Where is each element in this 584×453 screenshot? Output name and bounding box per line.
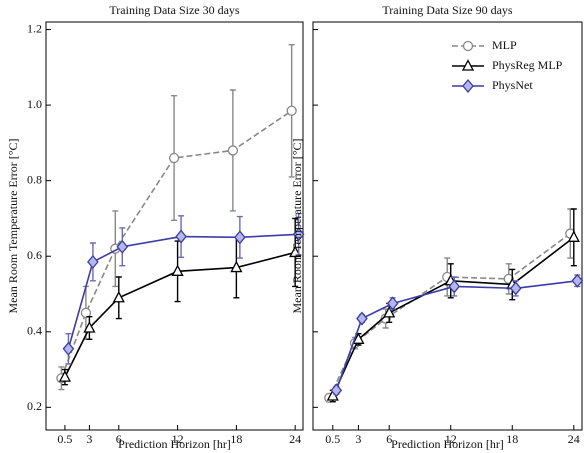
marker	[80, 307, 92, 319]
x-tick-label: 24	[289, 432, 301, 446]
series	[56, 43, 297, 391]
series	[324, 208, 576, 404]
x-tick-label: 24	[568, 432, 580, 446]
legend-marker	[461, 59, 475, 71]
marker	[112, 290, 125, 303]
marker	[116, 239, 129, 254]
x-tick-label: 6	[386, 432, 392, 446]
marker	[386, 296, 399, 311]
marker	[168, 152, 180, 164]
y-tick-label: 1.2	[27, 21, 42, 35]
marker	[352, 332, 365, 344]
x-tick-label: 3	[355, 432, 361, 446]
x-tick-label: 0.5	[57, 432, 72, 446]
series	[62, 212, 305, 365]
x-tick-label: 3	[86, 432, 92, 446]
legend-label: MLP	[492, 38, 517, 52]
x-axis-label: Prediction Horizon [hr]	[118, 437, 231, 451]
y-axis-label: Mean Room Temperature Error [°C]	[6, 138, 20, 313]
plot-frame	[312, 21, 583, 431]
series-line	[67, 233, 299, 349]
x-axis-label: Prediction Horizon [hr]	[391, 437, 504, 451]
series-line	[60, 110, 293, 379]
x-tick-label: 18	[506, 432, 518, 446]
y-tick-label: 0.2	[27, 399, 42, 413]
series-line	[335, 279, 578, 391]
panel-title: Training Data Size 90 days	[382, 3, 513, 17]
marker	[230, 260, 243, 273]
legend-marker	[462, 40, 474, 52]
series	[58, 217, 302, 386]
marker	[83, 321, 96, 333]
marker	[62, 341, 75, 356]
marker	[571, 273, 584, 288]
marker	[289, 245, 302, 258]
legend-marker	[462, 78, 474, 94]
marker	[567, 230, 580, 242]
legend-label: PhysReg MLP	[492, 58, 563, 72]
marker	[175, 229, 187, 244]
marker	[383, 305, 396, 318]
y-tick-label: 0.4	[27, 324, 42, 338]
marker	[227, 145, 239, 156]
marker	[356, 311, 368, 326]
x-tick-label: 6	[116, 432, 122, 446]
x-tick-label: 12	[445, 432, 457, 446]
marker	[171, 264, 184, 276]
y-tick-label: 0.8	[27, 172, 42, 186]
x-tick-label: 12	[172, 432, 184, 446]
legend-label: PhysNet	[492, 78, 533, 92]
y-tick-label: 0.6	[27, 248, 42, 262]
y-axis-label: Mean Room Temperature Error [°C]	[290, 138, 304, 313]
marker	[87, 254, 99, 269]
marker	[292, 227, 305, 242]
series-line	[64, 251, 296, 378]
series	[330, 273, 584, 398]
marker	[234, 230, 246, 245]
marker	[330, 383, 343, 398]
marker	[448, 279, 461, 294]
panel-title: Training Data Size 30 days	[109, 3, 240, 17]
x-tick-label: 0.5	[325, 432, 340, 446]
marker	[509, 281, 522, 296]
series	[326, 208, 580, 403]
series-line	[332, 236, 575, 397]
plot-frame	[45, 21, 304, 431]
x-tick-label: 18	[230, 432, 242, 446]
marker	[58, 370, 71, 382]
y-tick-label: 1.0	[27, 97, 42, 111]
marker	[286, 105, 297, 116]
